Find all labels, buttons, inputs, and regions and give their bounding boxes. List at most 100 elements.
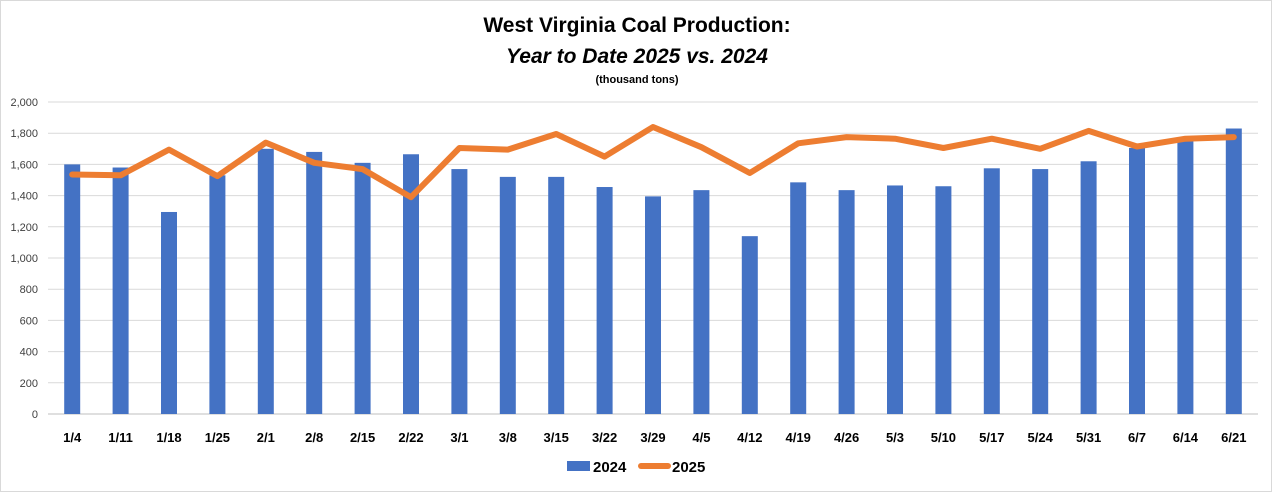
point-2025 (216, 175, 218, 177)
x-tick-label: 3/22 (592, 430, 617, 445)
point-2025 (265, 142, 267, 144)
point-2025 (700, 146, 702, 148)
series-2024-bars (64, 128, 1242, 415)
point-2025 (846, 136, 848, 138)
x-tick-label: 2/22 (398, 430, 423, 445)
y-tick-label: 400 (20, 347, 38, 359)
point-2025 (1136, 145, 1138, 147)
bar-2024 (838, 190, 855, 414)
point-2025 (313, 162, 315, 164)
bar-2024 (741, 236, 758, 414)
bar-2024 (451, 169, 468, 414)
bar-2024 (1177, 139, 1194, 414)
chart-title: West Virginia Coal Production: (483, 14, 790, 37)
x-tick-label: 2/1 (257, 430, 275, 445)
bar-2024 (935, 186, 952, 414)
y-tick-label: 1,400 (10, 191, 38, 203)
point-2025 (942, 147, 944, 149)
series-2025-line-group (69, 124, 1237, 201)
x-tick-label: 4/5 (692, 430, 710, 445)
x-tick-label: 4/19 (786, 430, 811, 445)
x-tick-label: 5/24 (1028, 430, 1054, 445)
legend: 2024 2025 (567, 459, 705, 476)
point-2025 (1088, 130, 1090, 132)
point-2025 (555, 133, 557, 135)
point-2025 (652, 126, 654, 128)
bar-2024 (257, 148, 274, 415)
point-2025 (168, 149, 170, 151)
bar-2024 (306, 151, 323, 415)
x-tick-label: 4/12 (737, 430, 762, 445)
y-tick-label: 1,600 (10, 159, 38, 171)
chart-unit-note: (thousand tons) (595, 74, 678, 86)
x-tick-label: 5/31 (1076, 430, 1101, 445)
x-tick-label: 5/10 (931, 430, 956, 445)
bar-2024 (693, 190, 710, 414)
series-2025-line (69, 124, 1237, 201)
x-tick-label: 5/17 (979, 430, 1004, 445)
point-2025 (458, 147, 460, 149)
bar-2024 (1080, 161, 1097, 414)
y-tick-label: 200 (20, 378, 38, 390)
bar-2024 (1225, 128, 1242, 414)
point-2025 (507, 149, 509, 151)
legend-label-2024: 2024 (593, 459, 627, 476)
point-2025 (1233, 136, 1235, 138)
y-tick-label: 2,000 (10, 97, 38, 109)
point-2025 (410, 196, 412, 198)
x-tick-label: 2/8 (305, 430, 323, 445)
x-tick-label: 6/7 (1128, 430, 1146, 445)
point-2025 (749, 172, 751, 174)
bar-2024 (112, 167, 129, 414)
point-2025 (71, 174, 73, 176)
point-2025 (362, 168, 364, 170)
point-2025 (1039, 148, 1041, 150)
x-tick-label: 3/8 (499, 430, 517, 445)
x-tick-label: 2/15 (350, 430, 375, 445)
legend-swatch-2024 (567, 461, 590, 471)
x-tick-label: 1/4 (63, 430, 82, 445)
x-axis-tick-labels: 1/4 1/11 1/18 1/25 2/1 2/8 2/15 2/22 3/1 3/8 3/15 3… (63, 430, 1246, 445)
point-2025 (604, 156, 606, 158)
bar-2024 (548, 176, 565, 414)
point-2025 (991, 138, 993, 140)
y-tick-label: 600 (20, 315, 38, 327)
x-tick-label: 6/14 (1173, 430, 1199, 445)
point-2025 (894, 138, 896, 140)
x-tick-label: 3/1 (450, 430, 468, 445)
point-2025 (120, 174, 122, 176)
bar-2024 (1129, 148, 1145, 414)
bar-2024 (1032, 169, 1049, 414)
x-tick-label: 5/3 (886, 430, 904, 445)
y-tick-label: 800 (20, 284, 38, 296)
y-tick-label: 1,000 (10, 253, 38, 265)
legend-label-2025: 2025 (672, 459, 705, 476)
bar-2024 (499, 176, 516, 414)
y-tick-label: 1,800 (10, 128, 38, 140)
x-tick-label: 4/26 (834, 430, 859, 445)
bar-2024 (645, 196, 661, 414)
point-2025 (1184, 138, 1186, 140)
bar-2024 (161, 211, 177, 414)
bar-2024 (403, 154, 419, 414)
bar-2024 (209, 175, 226, 414)
bar-2024 (596, 187, 613, 414)
x-tick-label: 1/18 (156, 430, 181, 445)
bar-2024 (354, 162, 371, 414)
bar-2024 (790, 182, 807, 414)
bar-2024 (887, 185, 903, 414)
x-tick-label: 1/25 (205, 430, 230, 445)
y-tick-label: 0 (32, 409, 38, 421)
bar-2024 (983, 168, 1000, 414)
bar-2024 (64, 164, 81, 414)
x-tick-label: 1/11 (108, 430, 133, 445)
chart-subtitle: Year to Date 2025 vs. 2024 (506, 45, 768, 68)
x-tick-label: 6/21 (1221, 430, 1246, 445)
y-axis-tick-labels: 0 200 400 600 800 1,000 1,200 1,400 1,600 1,800 2,… (10, 97, 38, 421)
x-tick-label: 3/15 (544, 430, 569, 445)
point-2025 (797, 142, 799, 144)
x-tick-label: 3/29 (640, 430, 665, 445)
y-tick-label: 1,200 (10, 222, 38, 234)
